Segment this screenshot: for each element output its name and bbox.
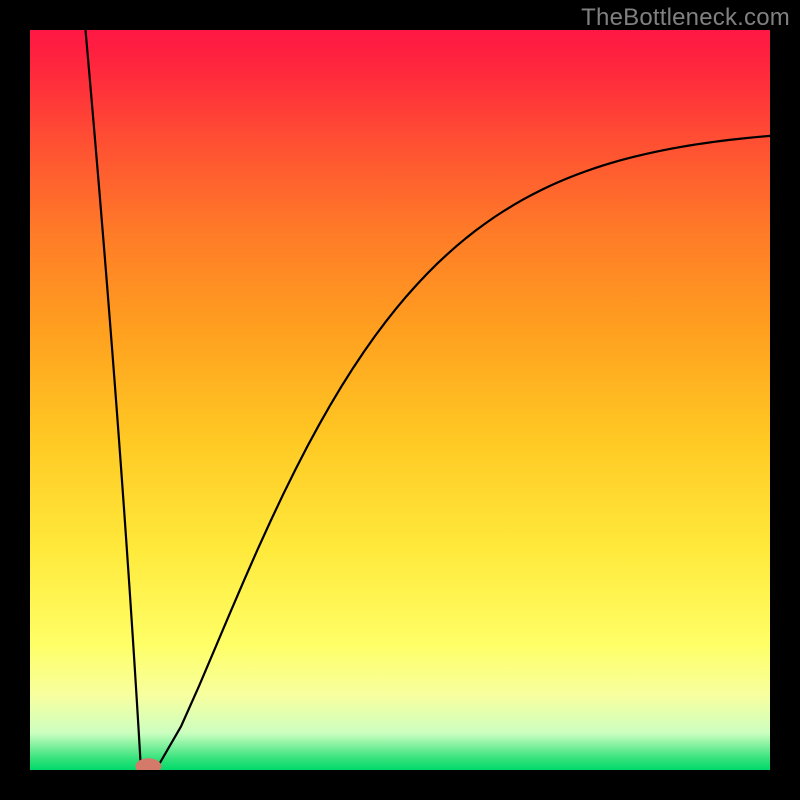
- watermark-text: TheBottleneck.com: [581, 4, 790, 32]
- bottleneck-chart: TheBottleneck.com: [0, 0, 800, 800]
- chart-svg: [0, 0, 800, 800]
- plot-background-gradient: [30, 30, 770, 770]
